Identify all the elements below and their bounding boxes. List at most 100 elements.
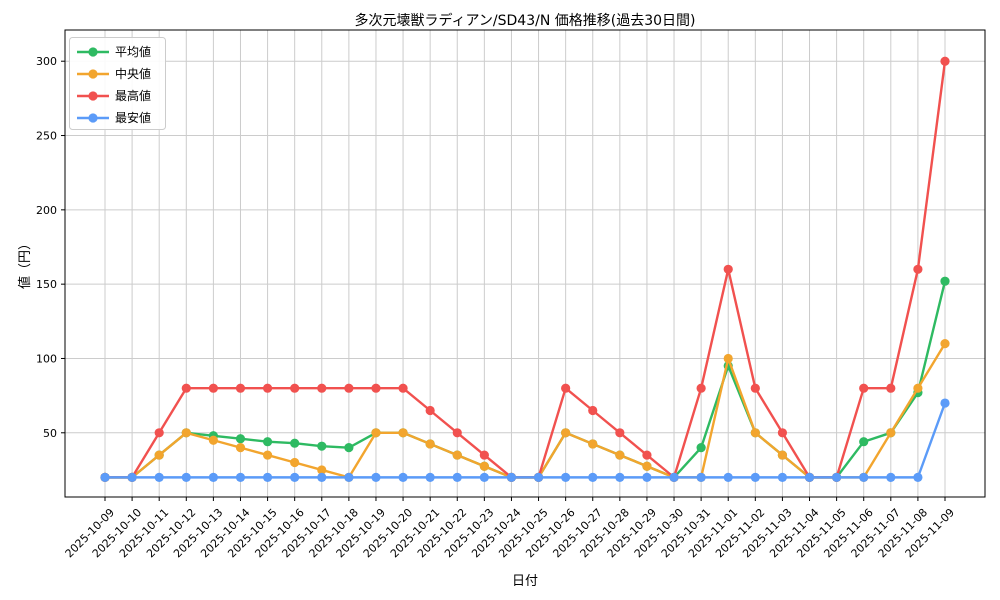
series-median-point: [290, 457, 300, 468]
series-min-point: [940, 398, 950, 408]
series-min-point: [127, 472, 137, 482]
series-min-point: [181, 472, 191, 482]
series-min-point: [642, 472, 652, 482]
series-min-point: [832, 472, 842, 482]
legend-item-min: 最安値: [77, 110, 151, 125]
series-min-point: [398, 472, 408, 482]
series-max-point: [588, 405, 598, 416]
legend-marker: [88, 47, 98, 57]
series-median-point: [588, 439, 598, 449]
series-min-point: [262, 472, 273, 482]
series-max-point: [208, 383, 218, 393]
series-max-point: [452, 428, 462, 438]
series-average-point: [262, 437, 273, 447]
legend-label: 中央値: [115, 66, 151, 81]
series-median-point: [317, 465, 327, 475]
series-max-point: [859, 383, 869, 393]
series-max-point: [398, 383, 408, 393]
series-min-point: [479, 472, 489, 482]
series-median-point: [750, 428, 760, 438]
x-axis-label: 日付: [511, 574, 538, 589]
series-average-line: [105, 280, 947, 479]
series-average-point: [940, 276, 950, 286]
series-max-point: [940, 56, 950, 66]
series-max-point: [235, 383, 246, 393]
series-max-point: [317, 383, 327, 393]
plot-border: [64, 29, 986, 498]
y-tick-label: 200: [36, 204, 57, 217]
series-max-point: [696, 383, 706, 393]
series-min-point: [290, 472, 300, 482]
series-median-line: [105, 342, 947, 479]
legend-item-average: 平均値: [77, 44, 151, 59]
series-average-point: [344, 443, 354, 453]
series-median-point: [181, 428, 191, 438]
series-min: [100, 398, 950, 482]
series-median-point: [208, 435, 218, 445]
series-average-point: [290, 438, 300, 448]
series-max-point: [913, 264, 923, 274]
series-average: [100, 276, 950, 482]
series-max-point: [561, 383, 571, 393]
series-min-point: [235, 472, 246, 482]
series-min-point: [506, 472, 517, 482]
legend-label: 最高値: [115, 88, 151, 103]
series-median: [100, 339, 950, 482]
legend-marker: [88, 69, 98, 79]
series-max-point: [777, 428, 788, 438]
legend-box: [69, 37, 166, 130]
series-median-point: [479, 461, 489, 471]
x-axis-ticks: 2025-10-092025-10-102025-10-112025-10-12…: [63, 497, 957, 560]
y-axis-ticks: 50 100 150 200 250 300: [36, 55, 65, 440]
series-average-point: [696, 443, 706, 453]
series-median-point: [262, 450, 273, 460]
gridlines: [65, 30, 985, 497]
legend-item-median: 中央値: [77, 66, 151, 81]
series-min-point: [533, 472, 544, 482]
series-max-point: [290, 383, 300, 393]
series-average-point: [859, 437, 869, 447]
series-min-point: [859, 472, 869, 482]
series-min-point: [425, 472, 435, 482]
y-tick-label: 250: [36, 130, 57, 143]
series-min-point: [588, 472, 598, 482]
y-tick-label: 50: [43, 427, 57, 440]
series-median-point: [940, 339, 950, 349]
series-min-point: [452, 472, 462, 482]
legend-label: 平均値: [115, 44, 151, 59]
legend-marker: [88, 113, 98, 123]
legend-marker: [88, 91, 98, 101]
series-median-point: [723, 353, 733, 364]
y-tick-label: 150: [36, 278, 57, 291]
series-average-point: [235, 434, 246, 444]
series-min-point: [561, 472, 571, 482]
series-max-point: [750, 383, 760, 393]
series-median-point: [154, 450, 164, 460]
series-min-point: [886, 472, 896, 482]
series-median-point: [371, 428, 381, 438]
series-min-point: [100, 472, 110, 482]
series-min-point: [750, 472, 760, 482]
series-max-point: [181, 383, 191, 393]
series-min-point: [154, 472, 164, 482]
series-max-point: [371, 383, 381, 393]
series-min-point: [913, 472, 923, 482]
series-min-point: [371, 472, 381, 482]
chart-title: 多次元壊獣ラディアン/SD43/N 価格推移(過去30日間): [354, 13, 696, 29]
series-min-point: [344, 472, 354, 482]
legend-label: 最安値: [115, 110, 151, 125]
series-max-point: [642, 450, 652, 460]
series-max-line: [105, 61, 947, 479]
series-max-point: [479, 450, 489, 460]
series-max: [100, 56, 950, 482]
series-min-point: [317, 472, 327, 482]
series-max-point: [344, 383, 354, 393]
series-min-point: [208, 472, 218, 482]
series-min-point: [615, 472, 625, 482]
y-tick-label: 300: [36, 55, 57, 68]
series-median-point: [452, 450, 462, 460]
series-max-point: [154, 428, 164, 438]
